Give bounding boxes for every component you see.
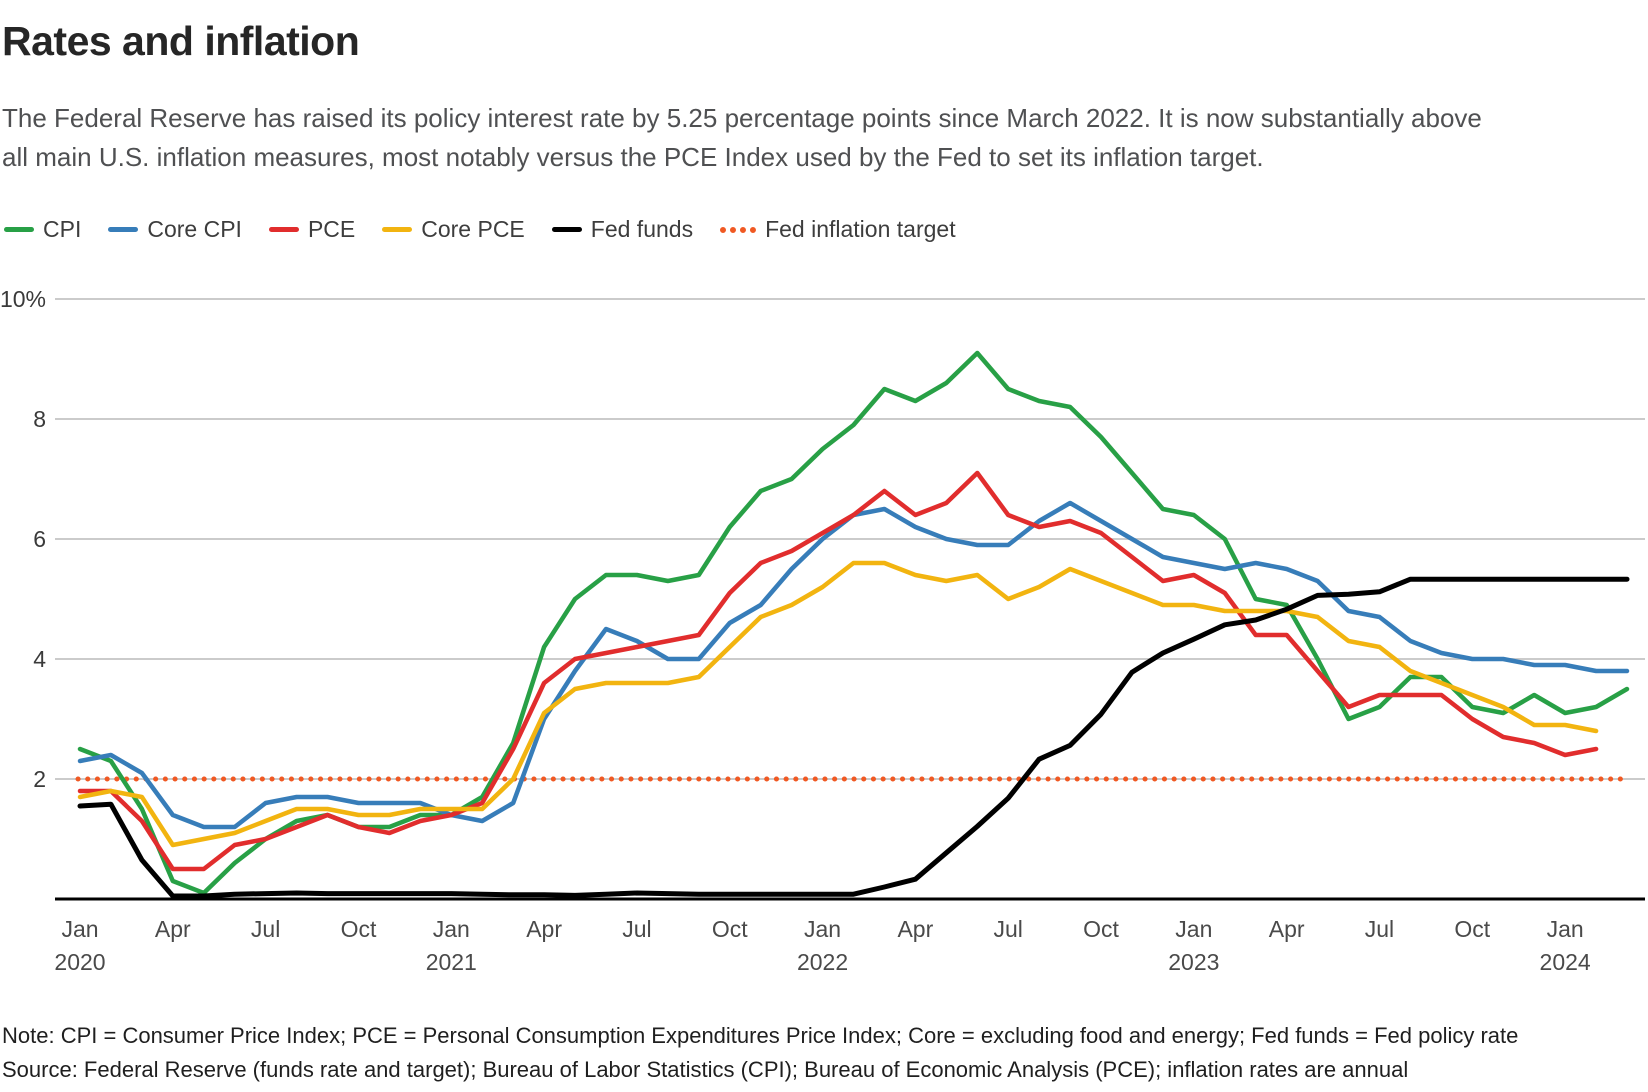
x-tick-label: Apr xyxy=(155,916,191,942)
x-tick-label: Jul xyxy=(1365,916,1394,942)
fed-inflation-target-dotted-swatch xyxy=(720,226,757,233)
series-line-pce xyxy=(77,470,1599,872)
y-tick-label: 2 xyxy=(33,766,46,792)
core-cpi-line-swatch xyxy=(108,227,139,232)
legend-label: Core PCE xyxy=(421,216,525,242)
x-tick-year-label: 2023 xyxy=(1168,949,1219,975)
x-tick-label: Jul xyxy=(993,916,1022,942)
chart-source: Source: Federal Reserve (funds rate and … xyxy=(2,1057,1409,1082)
series-line-fed-funds xyxy=(77,576,1630,899)
page-title: Rates and inflation xyxy=(2,18,360,64)
legend-label: Fed inflation target xyxy=(765,216,956,242)
y-tick-label: 8 xyxy=(33,406,46,432)
x-tick-year-label: 2024 xyxy=(1540,949,1591,975)
y-tick-label: 4 xyxy=(33,646,46,672)
x-tick-label: Oct xyxy=(341,916,377,942)
x-tick-label: Jan xyxy=(61,916,98,942)
chart-subtitle: The Federal Reserve has raised its polic… xyxy=(2,99,1482,177)
x-tick-label: Jan xyxy=(1175,916,1212,942)
x-tick-label: Jan xyxy=(804,916,841,942)
x-tick-year-label: 2021 xyxy=(426,949,477,975)
legend-item-core-pce: Core PCE xyxy=(382,216,525,243)
legend-item-pce: PCE xyxy=(268,216,356,243)
x-tick-label: Jan xyxy=(433,916,470,942)
x-tick-label: Oct xyxy=(1083,916,1119,942)
fed-funds-line-swatch xyxy=(551,227,582,232)
core-pce-line-swatch xyxy=(382,227,413,232)
cpi-line-swatch xyxy=(4,227,34,232)
pce-line-swatch xyxy=(268,227,299,232)
legend-label: Fed funds xyxy=(590,216,694,242)
x-tick-year-label: 2022 xyxy=(797,949,848,975)
series-line-core-pce xyxy=(77,560,1599,848)
legend-label: CPI xyxy=(43,216,82,242)
chart-legend: CPI Core CPI PCE Core PCE Fed funds Fed … xyxy=(4,216,956,243)
x-tick-label: Oct xyxy=(712,916,748,942)
x-tick-label: Apr xyxy=(897,916,933,942)
chart-note: Note: CPI = Consumer Price Index; PCE = … xyxy=(2,1023,1519,1048)
x-tick-label: Jul xyxy=(251,916,280,942)
x-tick-label: Oct xyxy=(1454,916,1490,942)
legend-label: Core CPI xyxy=(147,216,242,242)
y-tick-label: 6 xyxy=(33,526,46,552)
legend-item-fed-funds: Fed funds xyxy=(551,216,694,243)
series-line-cpi xyxy=(77,350,1630,896)
legend-item-cpi: CPI xyxy=(4,216,81,243)
x-tick-label: Jul xyxy=(622,916,651,942)
legend-label: PCE xyxy=(307,216,356,242)
legend-item-fed-inflation-target: Fed inflation target xyxy=(720,216,956,243)
x-tick-label: Jan xyxy=(1547,916,1584,942)
legend-item-core-cpi: Core CPI xyxy=(108,216,242,243)
x-tick-label: Apr xyxy=(1269,916,1305,942)
subtitle-line-1: The Federal Reserve has raised its polic… xyxy=(2,103,1482,133)
x-tick-year-label: 2020 xyxy=(54,949,105,975)
x-tick-label: Apr xyxy=(526,916,562,942)
subtitle-line-2: all main U.S. inflation measures, most n… xyxy=(2,142,1264,172)
y-tick-label: 10% xyxy=(0,286,46,312)
